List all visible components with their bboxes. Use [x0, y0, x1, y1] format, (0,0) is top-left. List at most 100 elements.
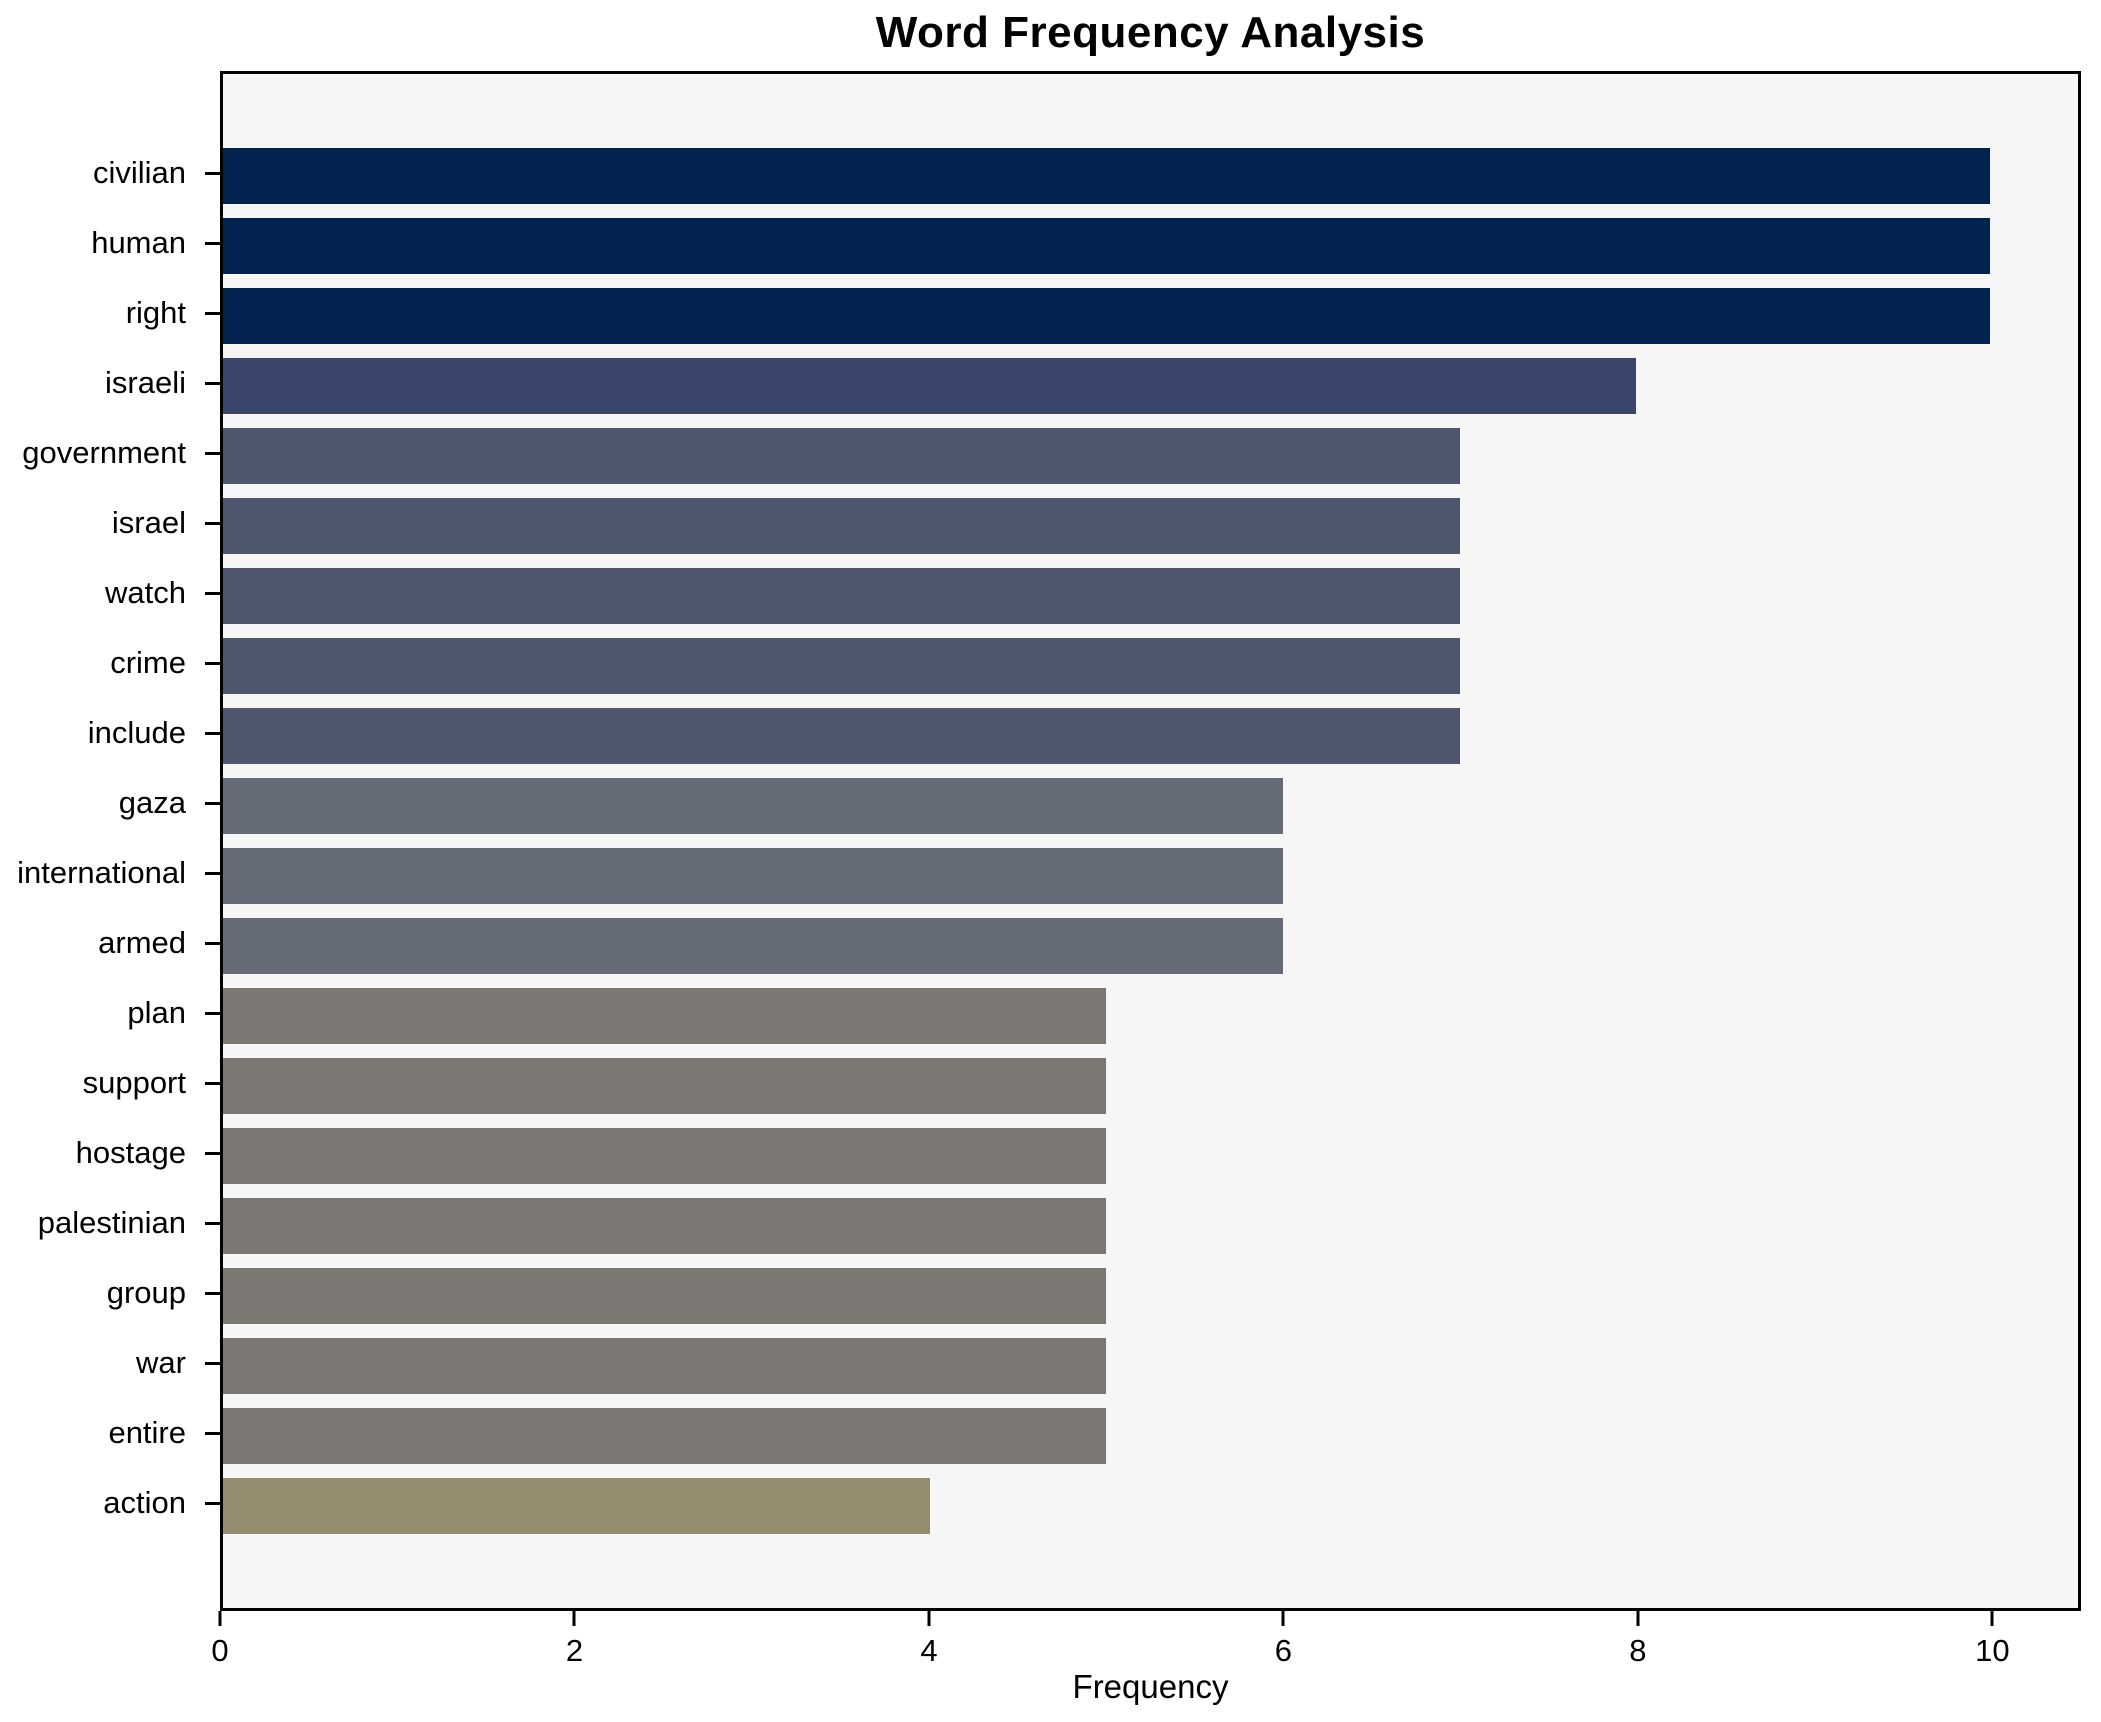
category-label-crime: crime [110, 645, 186, 680]
y-tick-mark [205, 1362, 220, 1365]
x-tick-label-2: 2 [565, 1633, 584, 1668]
bar-israeli [223, 358, 1637, 414]
bar-row [223, 351, 2078, 421]
y-tick-mark [205, 872, 220, 875]
y-tick-mark [205, 1502, 220, 1505]
y-tick-mark [205, 452, 220, 455]
bar-entire [223, 1408, 1107, 1464]
bar-human [223, 218, 1990, 274]
bar-armed [223, 918, 1283, 974]
bar-row [223, 1261, 2078, 1331]
y-tick-mark [205, 1222, 220, 1225]
bar-row [223, 281, 2078, 351]
category-label-international: international [17, 855, 186, 890]
category-label-civilian: civilian [92, 155, 186, 190]
x-tick-label-8: 8 [1629, 1633, 1647, 1668]
y-tick-mark [205, 802, 220, 805]
category-label-gaza: gaza [118, 785, 186, 820]
bar-row [223, 981, 2078, 1051]
bar-palestinian [223, 1198, 1107, 1254]
category-label-hostage: hostage [75, 1135, 186, 1170]
y-tick-mark [205, 732, 220, 735]
category-label-government: government [22, 435, 186, 470]
bar-row [223, 211, 2078, 281]
y-tick-mark [205, 1432, 220, 1435]
bar-row [223, 421, 2078, 491]
bar-government [223, 428, 1460, 484]
y-tick-mark [205, 942, 220, 945]
y-tick-mark [205, 1152, 220, 1155]
bar-international [223, 848, 1283, 904]
x-tick-label-10: 10 [1975, 1633, 2010, 1668]
bar-group [223, 1268, 1107, 1324]
bar-row [223, 1121, 2078, 1191]
y-tick-mark [205, 592, 220, 595]
chart-title: Word Frequency Analysis [875, 8, 1426, 57]
bar-row [223, 561, 2078, 631]
bar-hostage [223, 1128, 1107, 1184]
x-tick-label-4: 4 [920, 1633, 938, 1668]
y-tick-mark [205, 1292, 220, 1295]
category-label-group: group [106, 1275, 186, 1310]
x-tick-mark [218, 1611, 222, 1626]
bar-watch [223, 568, 1460, 624]
bar-row [223, 1051, 2078, 1121]
x-tick-mark [572, 1611, 576, 1626]
category-label-human: human [91, 225, 186, 260]
bar-israel [223, 498, 1460, 554]
y-tick-mark [205, 382, 220, 385]
y-tick-mark [205, 172, 220, 175]
y-tick-mark [205, 312, 220, 315]
x-tick-mark [1636, 1611, 1640, 1626]
category-label-include: include [87, 715, 186, 750]
category-label-plan: plan [127, 995, 186, 1030]
bar-row [223, 771, 2078, 841]
x-tick-mark [927, 1611, 931, 1626]
bar-row [223, 1401, 2078, 1471]
bar-row [223, 911, 2078, 981]
y-tick-mark [205, 1082, 220, 1085]
category-label-palestinian: palestinian [37, 1205, 186, 1240]
bar-crime [223, 638, 1460, 694]
category-label-armed: armed [98, 925, 186, 960]
category-label-support: support [82, 1065, 186, 1100]
bar-plan [223, 988, 1107, 1044]
x-axis-ticks: 0 2 4 6 8 10 [211, 1611, 2081, 1681]
bar-war [223, 1338, 1107, 1394]
bar-row [223, 631, 2078, 701]
bar-row [223, 141, 2078, 211]
y-tick-mark [205, 1012, 220, 1015]
category-label-entire: entire [108, 1415, 186, 1450]
category-label-right: right [125, 295, 186, 330]
category-label-watch: watch [105, 575, 186, 610]
y-tick-mark [205, 242, 220, 245]
bar-row [223, 841, 2078, 911]
y-tick-mark [205, 522, 220, 525]
x-axis-title: Frequency [1072, 1668, 1229, 1705]
x-tick-mark [1990, 1611, 1994, 1626]
category-label-israeli: israeli [105, 365, 186, 400]
bar-support [223, 1058, 1107, 1114]
x-tick-mark [1281, 1611, 1285, 1626]
bars-container [223, 74, 2078, 1608]
bar-gaza [223, 778, 1283, 834]
x-tick-label-6: 6 [1274, 1633, 1293, 1668]
bar-right [223, 288, 1990, 344]
category-label-israel: israel [111, 505, 186, 540]
y-axis-ticks [205, 71, 220, 1611]
bar-row [223, 1191, 2078, 1261]
bar-civilian [223, 148, 1990, 204]
bar-row [223, 1331, 2078, 1401]
y-tick-mark [205, 662, 220, 665]
plot-area [220, 71, 2081, 1611]
x-tick-label-0: 0 [211, 1633, 229, 1668]
category-label-war: war [136, 1345, 186, 1380]
category-label-action: action [103, 1485, 186, 1520]
bar-row [223, 1471, 2078, 1541]
bar-action [223, 1478, 930, 1534]
bar-include [223, 708, 1460, 764]
y-axis-labels: civilian human right israeli government israe… [0, 71, 204, 1611]
bar-row [223, 491, 2078, 561]
bar-row [223, 701, 2078, 771]
